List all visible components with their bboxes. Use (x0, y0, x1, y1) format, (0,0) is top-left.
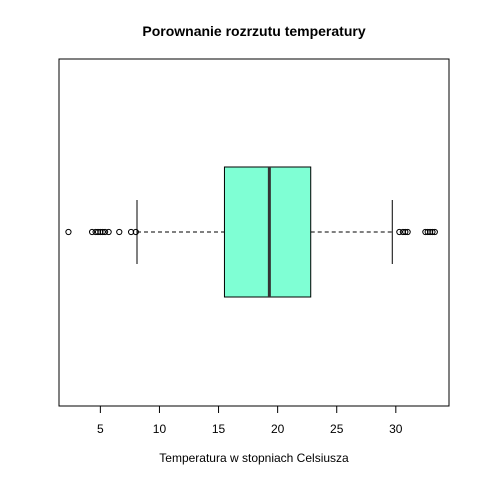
chart-title: Porownanie rozrzutu temperatury (142, 23, 365, 39)
outlier-point (429, 228, 436, 236)
outlier-point (99, 228, 106, 236)
outlier-point (396, 228, 403, 236)
plot-layer (65, 166, 438, 298)
outlier-point (65, 228, 72, 236)
x-axis-label: Temperatura w stopniach Celsiusza (159, 451, 349, 465)
x-tick-label: 5 (97, 422, 104, 436)
outlier-point (431, 228, 438, 236)
outlier-point (88, 228, 96, 236)
outlier-point (105, 228, 112, 236)
iqr-box (223, 166, 312, 298)
x-tick-label: 20 (271, 422, 285, 436)
x-tick-label: 15 (212, 422, 226, 436)
x-tick-label: 25 (330, 422, 344, 436)
outlier-point (132, 228, 139, 236)
outlier-point (404, 228, 411, 236)
x-tick-label: 30 (389, 422, 403, 436)
outlier-point (101, 228, 109, 236)
outlier-point (116, 228, 123, 236)
x-tick-label: 10 (153, 422, 167, 436)
x-axis: 5 10 15 20 25 30 (97, 405, 403, 436)
outlier-point (402, 228, 409, 236)
